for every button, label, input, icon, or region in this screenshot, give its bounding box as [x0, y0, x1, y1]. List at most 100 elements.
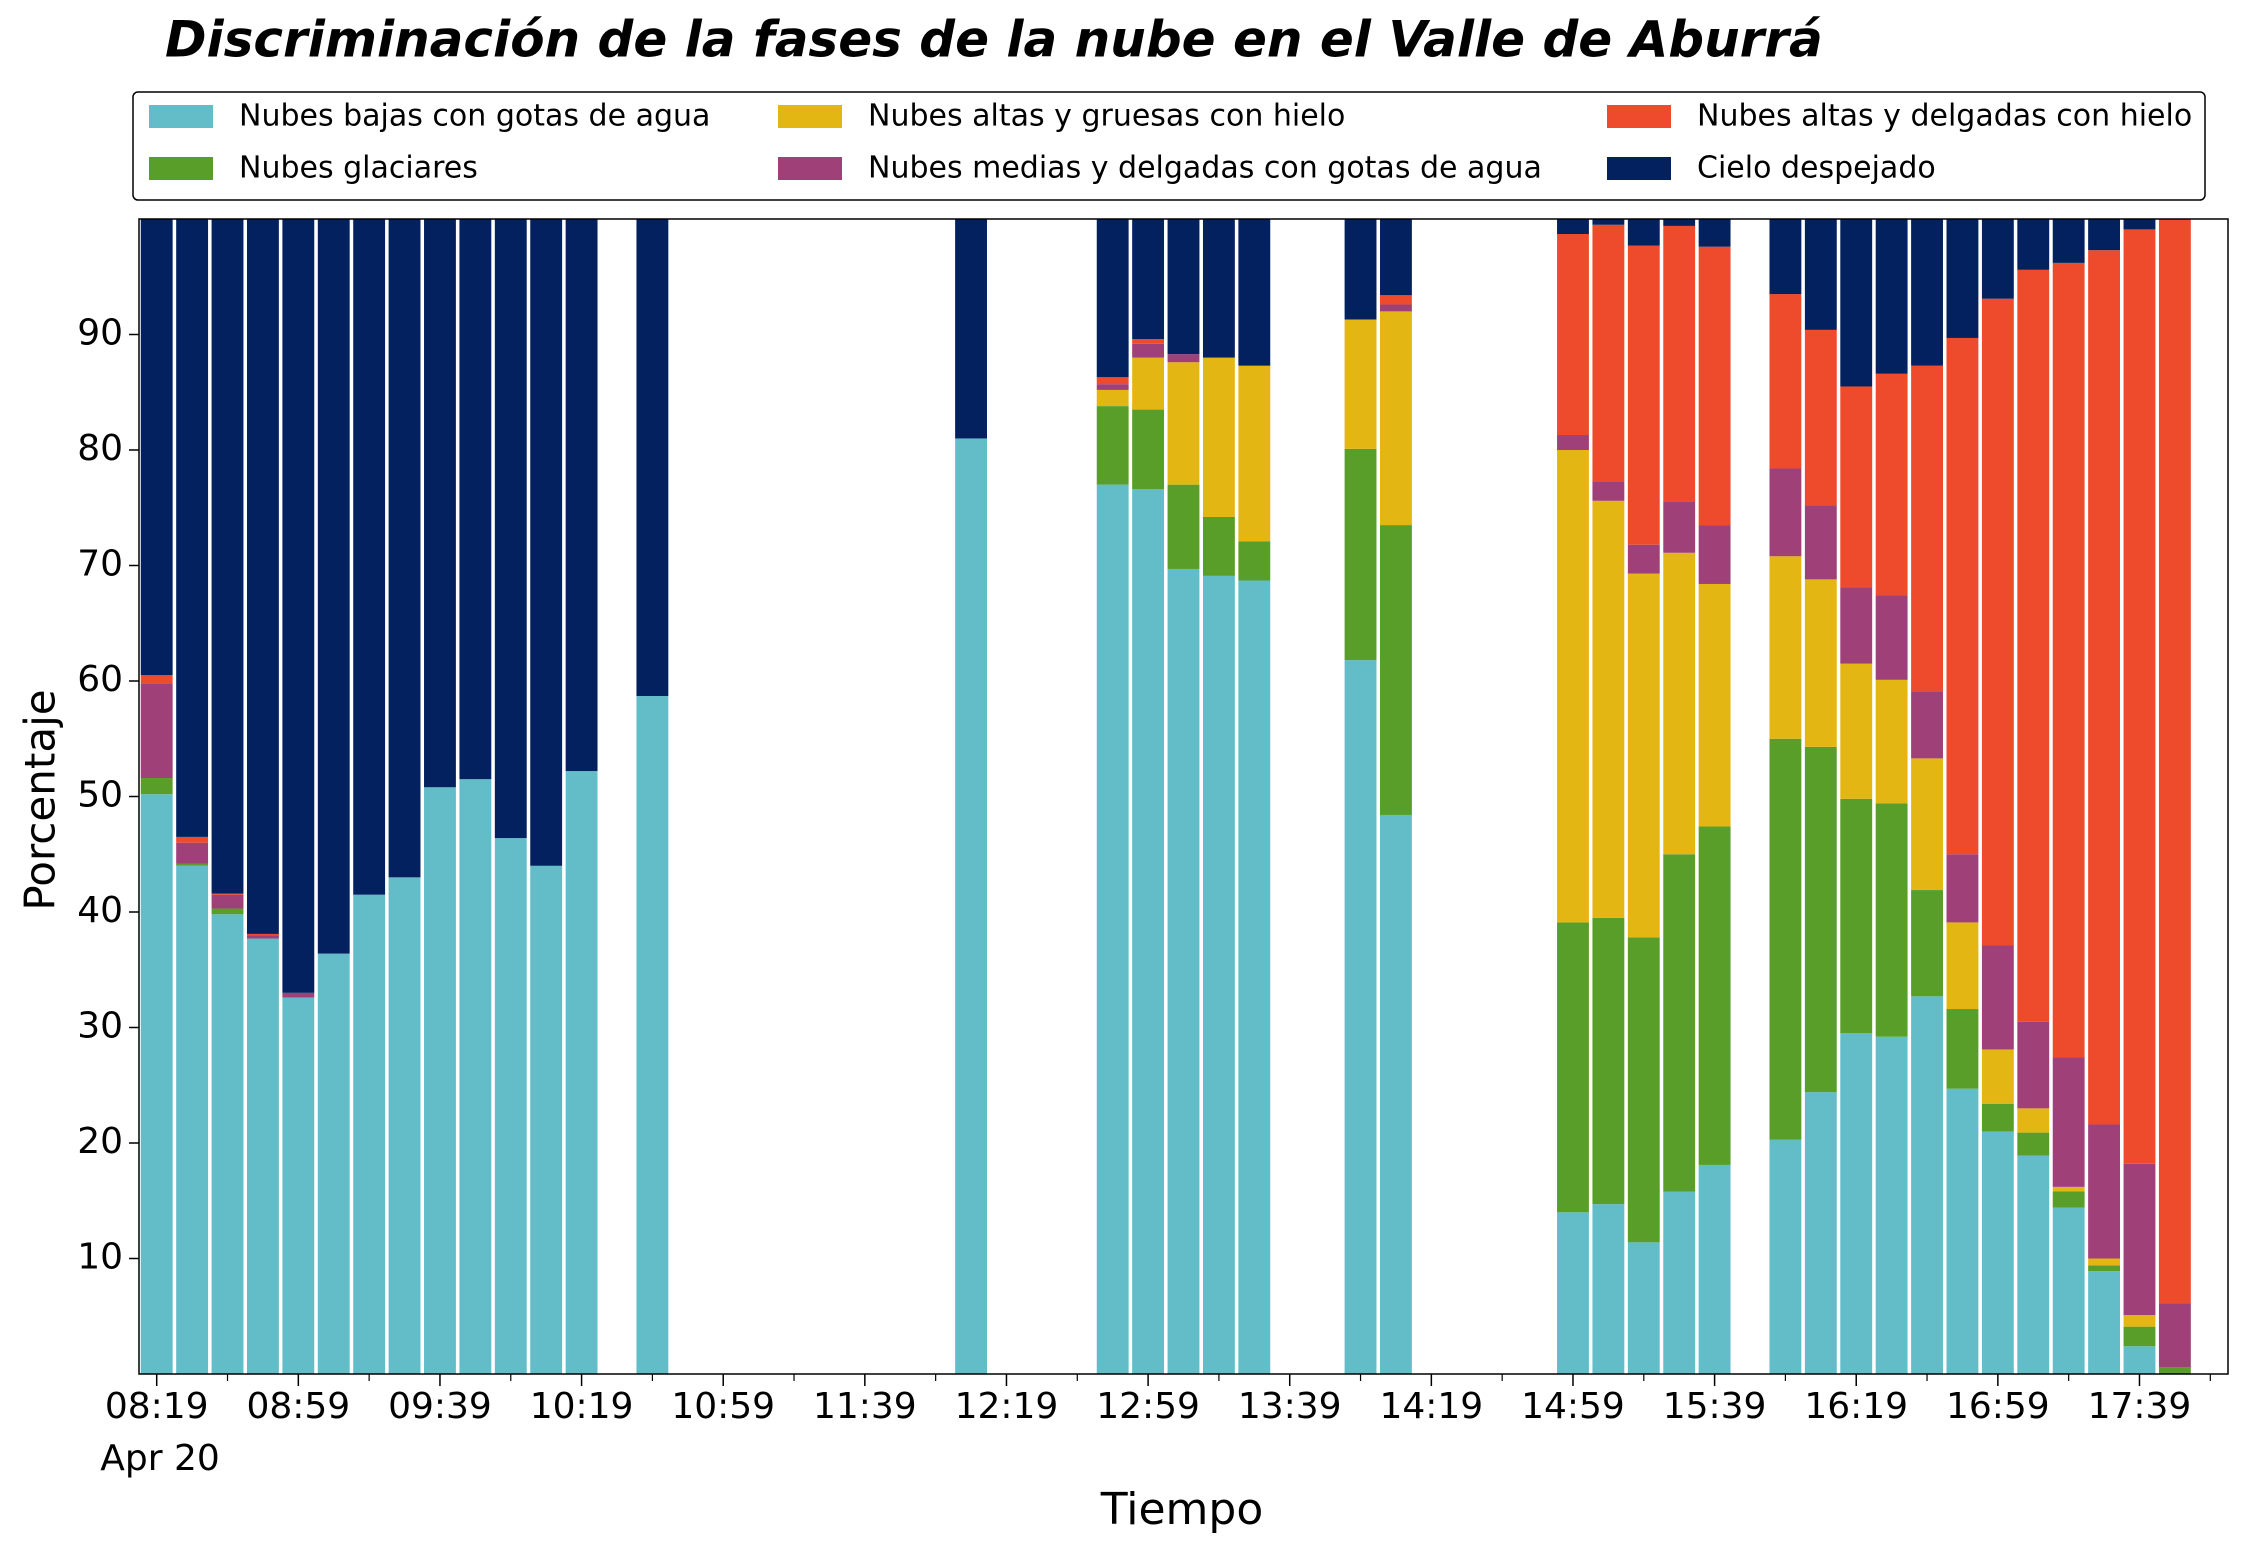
bar-segment: [1663, 501, 1696, 553]
bar-segment: [246, 219, 279, 934]
legend-swatch: [149, 157, 213, 180]
bar-segment: [1946, 922, 1979, 1010]
date-label: Apr 20: [100, 1438, 220, 1479]
bar-segment: [955, 219, 987, 439]
bar-segment: [1592, 917, 1625, 1205]
bar-segment: [2017, 1155, 2050, 1374]
x-tick-label: 12:19: [955, 1386, 1059, 1427]
legend-label: Cielo despejado: [1697, 151, 1936, 186]
x-tick-label: 15:39: [1663, 1386, 1767, 1427]
bar-segment: [955, 438, 987, 1374]
y-tick-label: 60: [77, 659, 123, 700]
bar-segment: [1840, 386, 1873, 588]
bar-segment: [1946, 219, 1979, 338]
bar-segment: [1946, 854, 1979, 923]
bar-segment: [2052, 1191, 2085, 1208]
bar-segment: [1627, 544, 1660, 574]
bar-segment: [1380, 219, 1412, 296]
bar-segment: [1096, 377, 1129, 385]
bar-segment: [246, 935, 279, 939]
bar-segment: [176, 863, 209, 866]
y-tick-label: 30: [77, 1006, 123, 1047]
bar-segment: [1592, 1204, 1625, 1374]
bar-segment: [1132, 409, 1165, 490]
bar-segment: [1132, 357, 1165, 410]
bar-segment: [353, 894, 386, 1374]
bar-segment: [1840, 663, 1873, 799]
x-tick-label: 09:39: [388, 1386, 492, 1427]
bar-segment: [530, 865, 563, 1374]
bar-segment: [1096, 384, 1129, 390]
bar-segment: [1946, 1088, 1979, 1374]
bar-segment: [1557, 1212, 1589, 1374]
bar-segment: [1769, 738, 1802, 1140]
y-tick-label: 50: [77, 775, 123, 816]
x-tick-label: 10:19: [530, 1386, 634, 1427]
x-tick-label: 11:39: [813, 1386, 917, 1427]
bar-segment: [211, 894, 244, 909]
bar-segment: [1911, 365, 1943, 692]
plot-frame: [138, 218, 2229, 1375]
bar-segment: [1380, 525, 1412, 815]
bar-segment: [1096, 484, 1129, 1374]
legend-label: Nubes glaciares: [239, 151, 478, 186]
y-tick-label: 10: [77, 1237, 123, 1278]
bar-segment: [1627, 1242, 1660, 1374]
bar-segment: [282, 219, 315, 993]
bar-segment: [388, 877, 421, 1374]
bar-segment: [1592, 219, 1625, 225]
bar-segment: [1875, 1036, 1908, 1374]
x-tick-label: 13:39: [1238, 1386, 1342, 1427]
bar-segment: [636, 696, 669, 1374]
legend-box: [132, 91, 2206, 201]
bar-segment: [317, 219, 350, 954]
bar-segment: [1804, 505, 1837, 580]
bar-segment: [1167, 219, 1200, 355]
legend-label: Nubes altas y gruesas con hielo: [868, 99, 1345, 134]
bar-segment: [1875, 595, 1908, 680]
bar-segment: [1698, 826, 1731, 1165]
bar-segment: [1557, 922, 1589, 1213]
bar-segment: [1769, 294, 1802, 469]
bar-segment: [1202, 219, 1235, 358]
bar-segment: [2088, 1265, 2121, 1272]
y-tick-label: 20: [77, 1121, 123, 1162]
y-tick-label: 70: [77, 544, 123, 585]
bar-segment: [1627, 245, 1660, 545]
bar-segment: [317, 953, 350, 1374]
bar-segment: [1698, 525, 1731, 584]
bar-segment: [1132, 219, 1165, 340]
x-tick-label: 14:19: [1379, 1386, 1483, 1427]
bar-segment: [176, 842, 209, 864]
bar-segment: [1557, 450, 1589, 923]
bar-segment: [1946, 337, 1979, 855]
bar-segment: [1981, 945, 2014, 1050]
bar-segment: [1769, 219, 1802, 295]
bar-segment: [1344, 319, 1377, 449]
bar-segment: [1132, 489, 1165, 1374]
bar-segment: [1981, 1049, 2014, 1104]
legend-swatch: [1607, 105, 1671, 128]
bar-segment: [1804, 1092, 1837, 1374]
x-tick-label: 10:59: [671, 1386, 775, 1427]
y-tick-label: 80: [77, 428, 123, 469]
bar-segment: [1911, 219, 1943, 366]
bar-segment: [1804, 746, 1837, 1093]
bar-segment: [1627, 937, 1660, 1243]
bar-segment: [1911, 691, 1943, 759]
bar-segment: [140, 683, 173, 779]
bar-segment: [1911, 758, 1943, 891]
bar-segment: [211, 893, 244, 895]
bar-segment: [1663, 225, 1696, 502]
bar-segment: [2017, 269, 2050, 1022]
bar-segment: [388, 219, 421, 878]
bar-segment: [176, 865, 209, 1374]
bar-segment: [1981, 1103, 2014, 1132]
bar-segment: [2052, 1057, 2085, 1187]
bar-segment: [1804, 219, 1837, 330]
x-tick-label: 16:59: [1946, 1386, 2050, 1427]
bar-segment: [459, 219, 492, 780]
bar-segment: [2017, 1108, 2050, 1133]
bar-segment: [1238, 541, 1271, 581]
